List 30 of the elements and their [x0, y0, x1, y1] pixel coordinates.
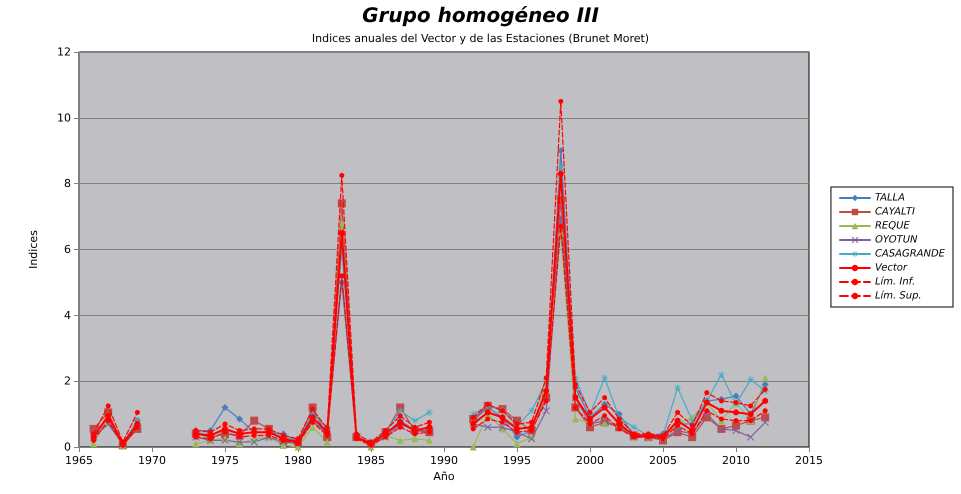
x-tick-label: 2010 [722, 454, 750, 467]
x-tick-label: 1970 [138, 454, 166, 467]
x-tick-label: 1975 [211, 454, 239, 467]
x-tick-label: 1990 [430, 454, 458, 467]
y-axis-title: Indices [27, 230, 40, 269]
y-tick-label: 8 [64, 177, 71, 190]
y-tick-label: 4 [64, 308, 71, 322]
legend-label: TALLA [874, 192, 906, 204]
chart-subtitle: Indices anuales del Vector y de las Estaciones (Brunet Moret) [312, 32, 650, 45]
legend-label: Lím. Sup. [874, 290, 922, 302]
x-tick-label: 1965 [65, 454, 93, 467]
x-tick-label: 1980 [284, 454, 312, 467]
y-tick-label: 12 [57, 46, 71, 58]
legend-label: CAYALTI [874, 206, 915, 218]
legend-label: Lím. Inf. [874, 276, 916, 288]
chart-title: Grupo homogéneo III [362, 3, 600, 27]
x-tick-label: 2015 [795, 454, 823, 467]
legend-label: REQUE [874, 220, 910, 232]
legend-label: Vector [874, 262, 908, 274]
x-axis-title: Año [433, 470, 455, 483]
legend-label: OYOTUN [874, 234, 918, 246]
y-tick-label: 6 [64, 243, 71, 256]
y-tick-label: 0 [64, 440, 71, 454]
x-tick-label: 2005 [649, 454, 677, 467]
x-tick-label: 1995 [503, 454, 531, 467]
x-tick-label: 1985 [357, 454, 385, 467]
y-tick-label: 2 [64, 374, 71, 388]
legend-label: CASAGRANDE [874, 248, 946, 260]
x-tick-label: 2000 [576, 454, 604, 467]
y-tick-label: 10 [57, 111, 71, 124]
